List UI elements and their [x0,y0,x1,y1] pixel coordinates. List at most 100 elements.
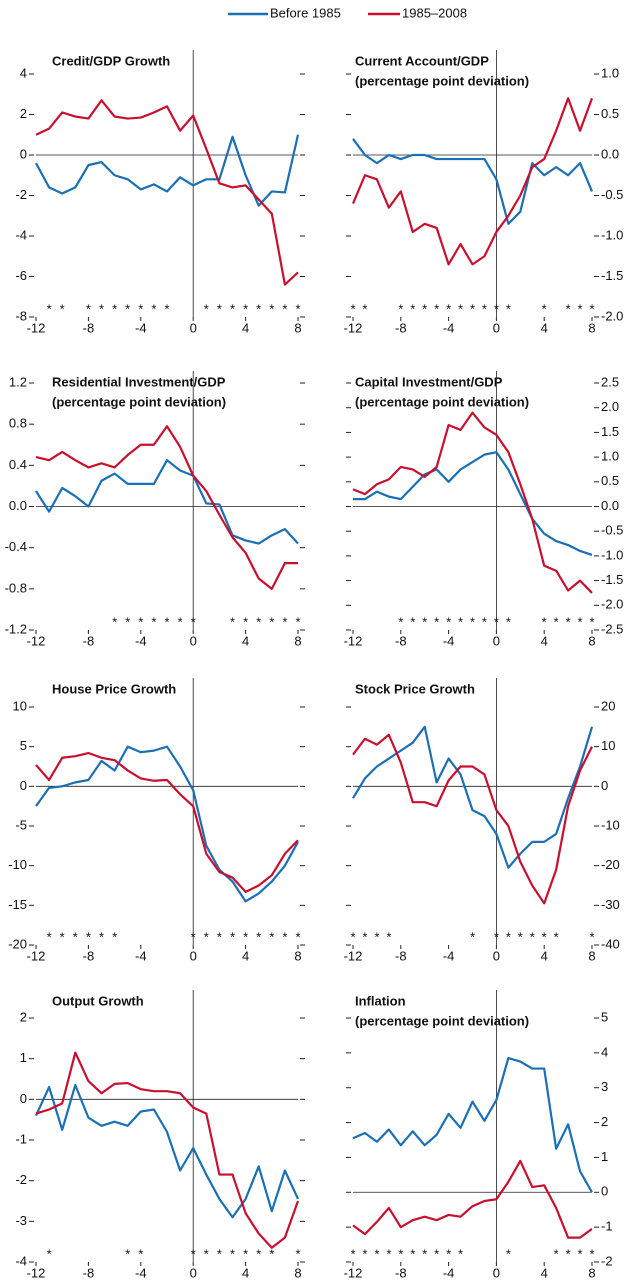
y-tick-label: 1.5 [601,424,619,439]
significance-star: * [256,929,261,944]
x-tick-label: 8 [294,320,301,335]
y-tick-label: -30 [601,897,620,912]
y-tick-label: 3 [601,1079,608,1094]
significance-star: * [470,614,475,629]
significance-star: * [506,614,511,629]
significance-star: * [589,1246,594,1261]
significance-star: * [566,614,571,629]
series-line [353,451,593,556]
y-tick-label: 0 [601,778,608,793]
significance-star: * [256,1246,261,1261]
significance-star: * [386,929,391,944]
y-tick-label: -2.0 [601,308,623,323]
significance-star: * [350,1246,355,1261]
significance-star: * [410,614,415,629]
y-tick-label: -1 [601,1219,613,1234]
significance-star: * [374,1246,379,1261]
y-tick-label: -20 [8,936,27,951]
significance-star: * [86,929,91,944]
significance-star: * [295,614,300,629]
x-tick-label: 4 [242,1265,249,1280]
significance-star: * [446,1246,451,1261]
panel-title: Inflation [355,993,406,1008]
significance-star: * [125,1246,130,1261]
y-tick-label: 0.0 [601,498,619,513]
significance-star: * [506,1246,511,1261]
series-line [35,134,300,207]
y-tick-label: 10 [13,698,27,713]
x-tick-label: -8 [395,633,407,648]
y-tick-label: -0.4 [5,539,27,554]
series-line [35,99,299,286]
panel-title: Credit/GDP Growth [52,53,170,68]
y-tick-label: -0.5 [601,187,623,202]
significance-star: * [506,929,511,944]
x-tick-label: -4 [443,1265,455,1280]
series-line [35,425,298,590]
x-tick-label: -12 [27,1265,46,1280]
x-tick-label: 0 [190,1265,197,1280]
significance-star: * [151,301,156,316]
y-tick-label: -4 [15,1253,27,1268]
panel-title: Current Account/GDP [355,53,489,68]
x-tick-label: -12 [27,948,46,963]
y-tick-label: -1.5 [601,268,623,283]
panel-title: Residential Investment/GDP [52,374,226,389]
y-tick-label: -2.0 [601,597,623,612]
y-tick-label: -4 [15,227,27,242]
y-tick-label: -2 [15,187,27,202]
significance-star: * [398,614,403,629]
series-line [352,1056,593,1193]
x-tick-label: -4 [135,320,147,335]
x-tick-label: -4 [135,633,147,648]
significance-star: * [494,614,499,629]
significance-star: * [151,614,156,629]
x-tick-label: 0 [190,320,197,335]
significance-star: * [362,929,367,944]
significance-star: * [217,301,222,316]
significance-star: * [350,929,355,944]
significance-star: * [269,929,274,944]
x-tick-label: 0 [493,633,500,648]
significance-star: * [518,929,523,944]
significance-star: * [542,614,547,629]
significance-star: * [256,614,261,629]
significance-star: * [530,929,535,944]
significance-star: * [217,1246,222,1261]
panel-title: Capital Investment/GDP [355,374,503,389]
x-tick-label: -8 [395,320,407,335]
y-tick-label: -2 [15,1172,27,1187]
series-line [35,1051,300,1249]
significance-star: * [217,929,222,944]
significance-star: * [282,301,287,316]
x-tick-label: 8 [294,633,301,648]
x-tick-label: 8 [588,948,595,963]
significance-star: * [446,301,451,316]
significance-star: * [482,301,487,316]
x-tick-label: -12 [344,1265,363,1280]
significance-star: * [112,929,117,944]
significance-star: * [494,301,499,316]
significance-star: * [243,614,248,629]
y-tick-label: 0 [20,1091,27,1106]
y-tick-label: -1 [15,1131,27,1146]
series-line [352,1159,593,1239]
significance-star: * [230,929,235,944]
significance-star: * [138,1246,143,1261]
significance-star: * [494,929,499,944]
x-tick-label: 4 [541,320,548,335]
significance-star: * [398,301,403,316]
significance-star: * [589,301,594,316]
y-tick-label: 1.0 [601,65,619,80]
significance-star: * [230,1246,235,1261]
significance-star: * [230,614,235,629]
significance-star: * [164,614,169,629]
significance-star: * [204,1246,209,1261]
y-tick-label: -1.0 [601,227,623,242]
y-tick-label: 0.5 [601,473,619,488]
y-tick-label: 1.0 [601,449,619,464]
series-line [35,745,299,903]
y-tick-label: 2.0 [601,399,619,414]
y-tick-label: -20 [601,857,620,872]
significance-star: * [554,1246,559,1261]
